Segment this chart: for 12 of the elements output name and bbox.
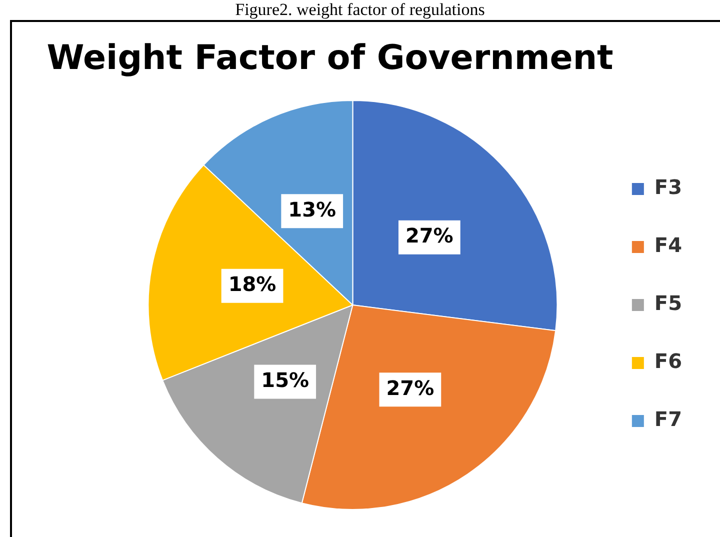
legend-label: F4 bbox=[654, 233, 682, 258]
legend-label: F5 bbox=[654, 291, 682, 316]
data-label: 13% bbox=[288, 197, 336, 222]
legend-label: F3 bbox=[654, 175, 682, 200]
caption: Figure2. weight factor of regulations bbox=[234, 0, 486, 19]
chart-title: Weight Factor of Government bbox=[46, 38, 614, 78]
legend-label: F7 bbox=[654, 407, 682, 432]
data-label: 15% bbox=[261, 368, 310, 392]
data-label: 18% bbox=[228, 272, 276, 296]
data-label: 27% bbox=[405, 224, 454, 248]
legend-label: F6 bbox=[654, 349, 682, 374]
data-label: 27% bbox=[386, 376, 434, 400]
